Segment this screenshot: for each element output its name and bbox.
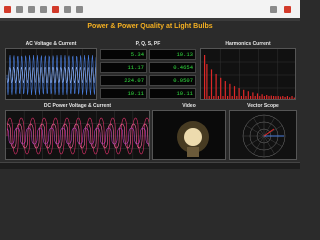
tab-strip xyxy=(0,18,300,21)
tool-icon[interactable] xyxy=(284,6,291,13)
harmonic-bar xyxy=(217,96,219,99)
panel-title: Video xyxy=(182,103,196,109)
harmonics-chart xyxy=(200,48,296,100)
meter-value: 224.07 xyxy=(100,75,147,86)
harmonic-bar xyxy=(270,95,272,99)
harmonic-bar xyxy=(206,64,208,99)
harmonic-bar xyxy=(210,69,213,99)
harmonic-bar xyxy=(266,94,268,99)
harmonic-bar xyxy=(273,96,275,99)
meter-value: 0.4654 xyxy=(149,62,196,73)
vector-scope xyxy=(229,110,297,160)
harmonic-bar xyxy=(254,96,256,99)
page-title: Power & Power Quality at Light Bulbs xyxy=(87,23,213,30)
toolbar xyxy=(0,0,300,19)
panel-title: AC Voltage & Current xyxy=(25,41,77,47)
tool-icon[interactable] xyxy=(16,6,23,13)
scope-spoke xyxy=(245,135,265,147)
scope-spoke xyxy=(253,135,265,155)
harmonic-bar xyxy=(259,96,261,99)
harmonic-bar xyxy=(247,91,249,99)
meter-grid: 5.34 10.13 11.17 0.4654 224.07 0.0507 10.11 10.… xyxy=(100,48,196,100)
harmonic-bar xyxy=(204,55,206,99)
scope-spoke xyxy=(245,125,265,137)
status-bar xyxy=(0,162,300,169)
tool-icon[interactable] xyxy=(76,6,83,13)
harmonic-bar xyxy=(220,77,222,99)
current-wave xyxy=(6,66,96,84)
bulb-base xyxy=(187,147,199,157)
waveform-chart xyxy=(5,48,97,100)
harmonic-bar xyxy=(289,97,291,99)
meter-value: 11.17 xyxy=(100,62,147,73)
harmonic-bar xyxy=(208,96,210,99)
harmonic-bar xyxy=(263,96,265,99)
tool-icon[interactable] xyxy=(40,6,47,13)
harmonic-bar xyxy=(229,83,231,99)
harmonic-bar xyxy=(224,81,226,99)
meter-value: 10.11 xyxy=(149,88,196,99)
scope-spoke xyxy=(263,135,283,147)
harmonic-bar xyxy=(277,96,279,99)
harmonic-bar xyxy=(238,88,240,99)
bulb-glow xyxy=(184,128,202,146)
harmonic-bar xyxy=(256,93,259,99)
harmonic-bar xyxy=(282,96,284,99)
dc-wave xyxy=(6,117,149,155)
harmonic-bar xyxy=(275,96,277,99)
harmonic-bar xyxy=(279,96,282,99)
harmonic-bar xyxy=(215,73,217,99)
scope-spoke xyxy=(263,135,275,155)
harmonic-bar xyxy=(213,96,215,99)
video-frame xyxy=(152,110,226,160)
tool-icon[interactable] xyxy=(28,6,35,13)
harmonic-bar xyxy=(284,96,286,99)
harmonic-bar xyxy=(231,96,233,99)
harmonic-bar xyxy=(245,96,247,99)
tool-icon[interactable] xyxy=(52,6,59,13)
panel-title: DC Power Voltage & Current xyxy=(43,103,112,109)
meter-value: 0.0507 xyxy=(149,75,196,86)
harmonic-bar xyxy=(233,86,236,99)
panel-title: P, Q, S, PF xyxy=(135,41,161,47)
dc-wave xyxy=(6,127,149,145)
harmonic-bar xyxy=(240,96,242,99)
panel-title: Vector Scope xyxy=(247,103,279,109)
harmonic-bar xyxy=(222,96,224,99)
meter-value: 10.13 xyxy=(149,49,196,60)
scope-spoke xyxy=(253,117,265,137)
harmonic-bar xyxy=(291,96,293,99)
app-icon[interactable] xyxy=(4,6,11,13)
tool-icon[interactable] xyxy=(64,6,71,13)
harmonic-bar xyxy=(286,96,288,99)
waveform-chart xyxy=(5,110,150,160)
scope-spoke xyxy=(263,117,275,137)
current-vector xyxy=(263,128,275,137)
harmonic-bar xyxy=(268,96,270,99)
harmonic-bar xyxy=(236,96,238,99)
panel-title: Harmonics Current xyxy=(225,41,271,47)
tool-icon[interactable] xyxy=(270,6,277,13)
harmonic-bar xyxy=(261,94,263,99)
harmonic-bar xyxy=(227,96,229,99)
meter-value: 10.11 xyxy=(100,88,147,99)
meter-value: 5.34 xyxy=(100,49,147,60)
bulb-halo xyxy=(177,121,209,153)
harmonic-bar xyxy=(243,89,245,99)
dc-wave xyxy=(6,123,149,149)
harmonic-bar xyxy=(250,96,252,99)
harmonic-bar xyxy=(293,97,295,99)
voltage-wave xyxy=(6,54,96,96)
screen: Power & Power Quality at Light Bulbs AC … xyxy=(0,0,300,169)
harmonic-bar xyxy=(252,92,254,99)
